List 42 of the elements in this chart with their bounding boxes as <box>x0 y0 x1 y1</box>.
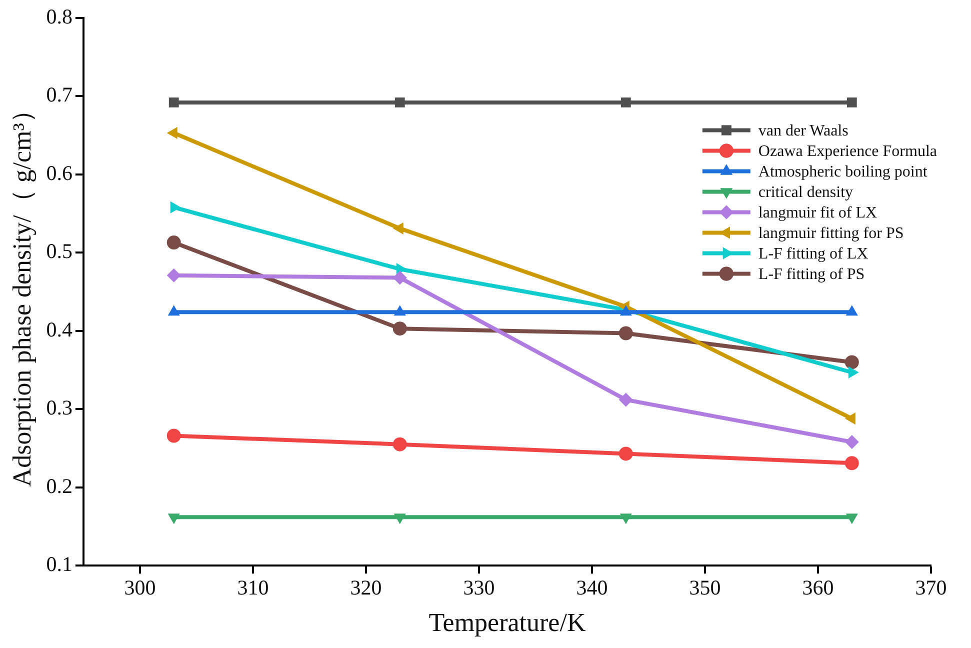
point <box>844 456 859 470</box>
y-tick-label: 0.7 <box>46 82 72 107</box>
x-axis-title: Temperature/K <box>428 608 586 638</box>
x-tick-label: 320 <box>350 576 382 600</box>
x-tick-label: 370 <box>915 576 947 600</box>
point <box>844 355 859 370</box>
x-tick-label: 310 <box>237 576 269 600</box>
y-tick-label: 0.2 <box>46 474 72 498</box>
legend-label: langmuir fitting for PS <box>758 224 904 242</box>
y-tick-label: 0.8 <box>46 4 72 29</box>
legend-label: langmuir fit of LX <box>758 204 878 222</box>
point <box>168 98 179 108</box>
legend-label: critical density <box>758 184 854 201</box>
point <box>844 435 859 449</box>
x-tick-label: 360 <box>802 576 834 600</box>
point <box>618 446 633 461</box>
x-tick-label: 300 <box>124 576 156 600</box>
point <box>618 326 633 340</box>
point <box>618 392 633 407</box>
legend-label: L-F fitting of PS <box>758 266 865 283</box>
x-tick-label: 340 <box>576 576 608 600</box>
point <box>392 322 407 336</box>
legend-label: van der Waals <box>758 122 848 140</box>
y-axis-title: Adsorption phase density/（ g/cm³） <box>7 96 36 487</box>
point <box>166 268 181 282</box>
y-tick-label: 0.6 <box>46 160 72 185</box>
point <box>620 98 631 108</box>
y-tick-label: 0.3 <box>46 396 72 420</box>
y-tick-label: 0.1 <box>46 552 72 576</box>
point <box>394 98 405 108</box>
y-tick-label: 0.4 <box>46 317 73 342</box>
point <box>166 236 181 250</box>
legend-label: Atmospheric boiling point <box>758 163 928 180</box>
x-tick-label: 330 <box>463 576 495 600</box>
legend-label: Ozawa Experience Formula <box>758 142 938 160</box>
point <box>166 428 181 443</box>
point <box>392 437 407 452</box>
point <box>392 270 407 285</box>
y-tick-label: 0.5 <box>46 239 72 264</box>
legend-label: L-F fitting of LX <box>758 245 869 262</box>
point <box>846 98 857 108</box>
x-tick-label: 350 <box>689 576 721 600</box>
